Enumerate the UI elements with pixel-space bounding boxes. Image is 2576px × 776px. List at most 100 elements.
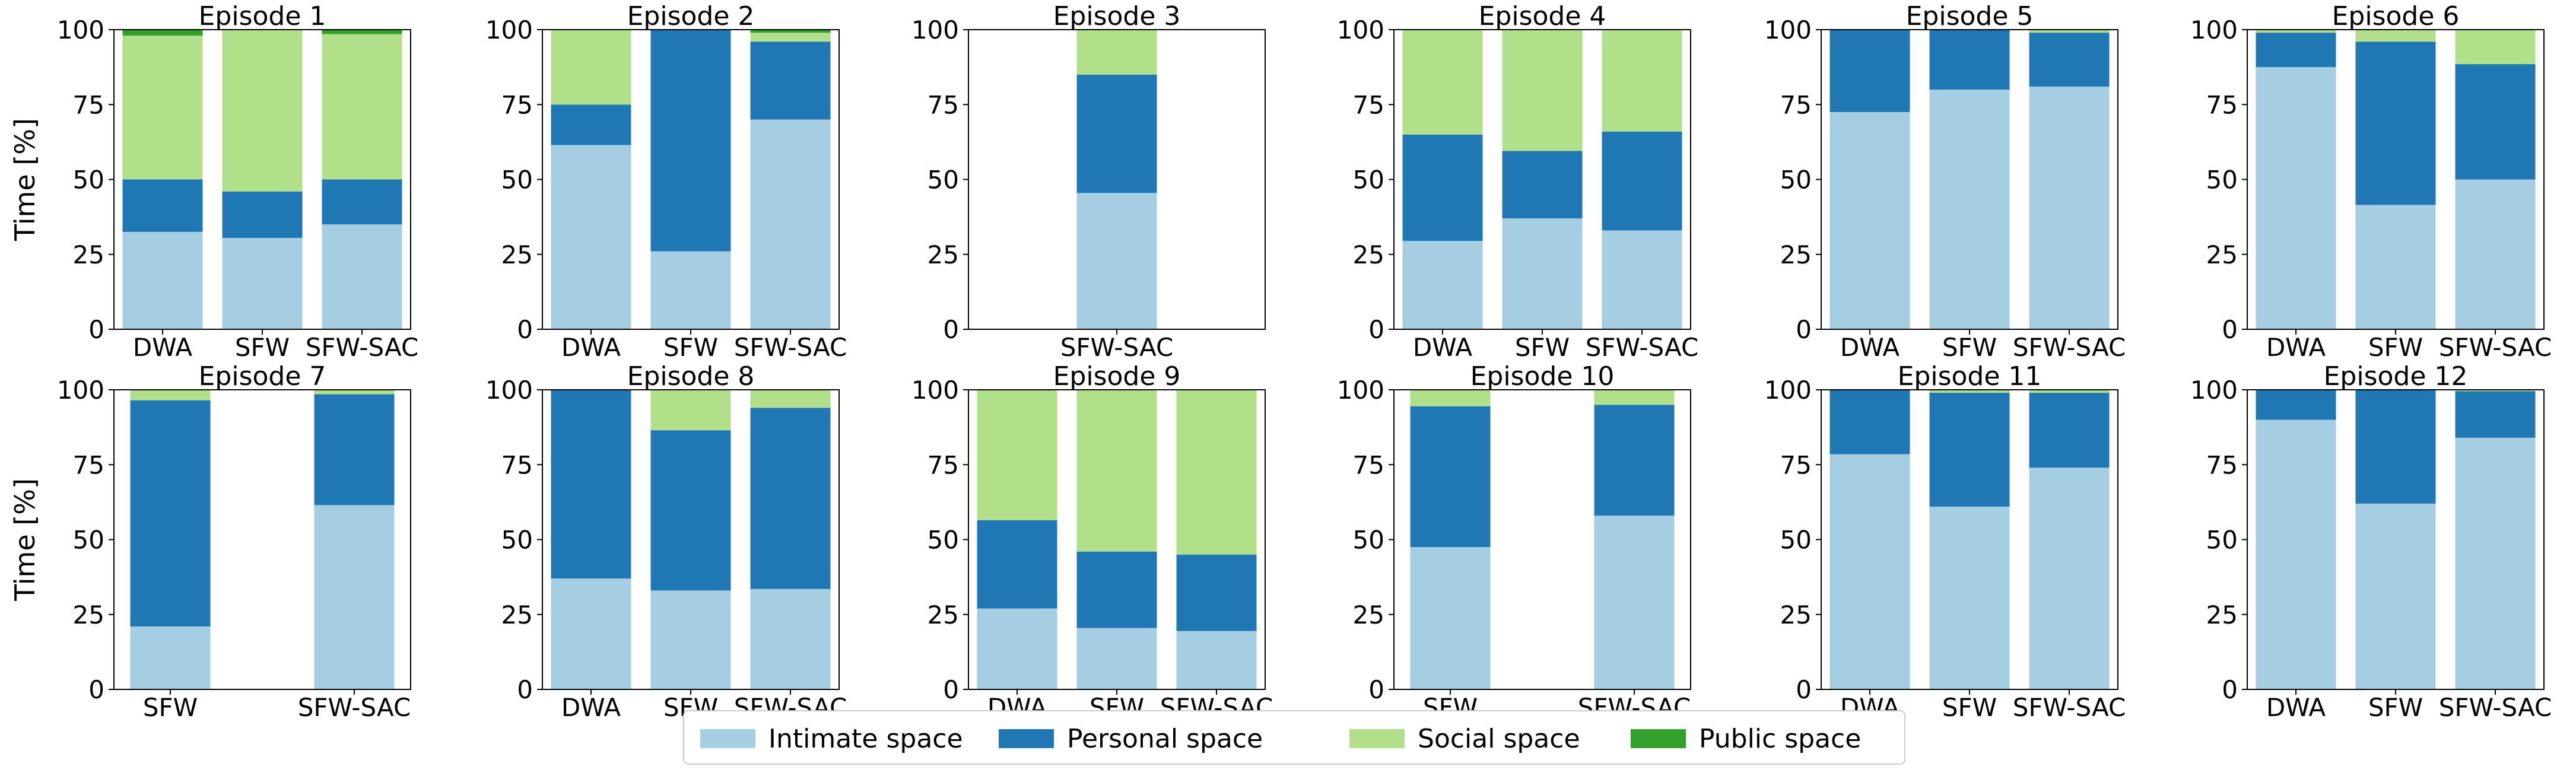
episode-11-axes-frame <box>1821 389 2118 690</box>
episode-6-xtick-label: DWA <box>2266 333 2326 362</box>
episode-2-xtick-label: SFW <box>663 333 718 362</box>
episode-2-ytick-label: 50 <box>501 166 533 195</box>
episode-11-ytick-label: 50 <box>1780 526 1812 555</box>
legend-label-personal-space: Personal space <box>1067 724 1263 754</box>
episode-3-ytick-label: 25 <box>928 240 959 269</box>
episode-8-bar-sfw-sac-personal-space <box>750 408 831 589</box>
episode-1-axes-frame <box>113 29 411 330</box>
episode-1-bar-sfw-sac-intimate-space <box>322 224 402 329</box>
episode-12-bar-sfw-sac-personal-space <box>2455 391 2536 438</box>
episode-12-ytick-label: 50 <box>2206 526 2238 555</box>
legend-swatch-public-space <box>1631 729 1686 748</box>
episode-6-bar-sfw-social-space <box>2355 30 2436 42</box>
episode-12-bar-sfw-personal-space <box>2355 390 2436 504</box>
episode-8-bar-sfw-intimate-space <box>650 590 731 689</box>
episode-2-bar-dwa-intimate-space <box>551 145 631 330</box>
episode-6-ytick-label: 50 <box>2206 166 2238 195</box>
episode-2-ytick-label: 25 <box>501 240 533 269</box>
episode-9-bar-dwa-intimate-space <box>977 608 1057 689</box>
episode-7-ytick-label: 100 <box>57 376 104 405</box>
episode-9-bar-sfw-social-space <box>1076 390 1157 552</box>
legend-label-public-space: Public space <box>1699 724 1861 754</box>
episode-8-ytick-label: 100 <box>485 376 533 405</box>
episode-11-xtick-label: SFW-SAC <box>2013 693 2126 722</box>
episode-6-panel: Episode 6 DWA SFW SFW-SAC 0 25 50 75 100 <box>2190 1 2552 362</box>
episode-4-xtick-label: SFW-SAC <box>1586 333 1699 362</box>
episode-9-ytick-label: 25 <box>928 600 959 629</box>
episode-6-bar-dwa-personal-space <box>2256 33 2336 68</box>
legend-swatch-intimate-space <box>700 729 755 748</box>
episode-1-bar-dwa-social-space <box>122 36 203 180</box>
episode-2-xtick-label: DWA <box>561 333 621 362</box>
episode-12-ytick-label: 75 <box>2206 450 2238 479</box>
episode-8-bar-sfw-sac-social-space <box>750 390 831 408</box>
episode-2-bar-dwa-personal-space <box>551 104 631 145</box>
episode-11-bar-sfw-sac-personal-space <box>2029 393 2110 468</box>
episode-4-bar-sfw-social-space <box>1502 30 1583 151</box>
episode-11-bar-sfw-social-space <box>1929 390 2010 393</box>
episode-5-ytick-label: 0 <box>1796 315 1812 344</box>
episode-5-xtick-label: SFW <box>1942 333 1997 362</box>
episode-1-ytick-label: 50 <box>73 166 104 195</box>
episode-3-panel: Episode 3 SFW-SAC 0 25 50 75 100 <box>911 1 1266 362</box>
legend-label-intimate-space: Intimate space <box>768 724 963 754</box>
episode-4-ytick-label: 50 <box>1353 166 1384 195</box>
episode-5-ytick-label: 100 <box>1764 15 1812 44</box>
episode-8-ytick-label: 50 <box>501 526 533 555</box>
episode-7-bar-sfw-intimate-space <box>130 626 211 689</box>
episode-1-xtick-label: DWA <box>133 333 193 362</box>
episode-1-title: Episode 1 <box>199 1 326 31</box>
legend-label-social-space: Social space <box>1418 724 1580 754</box>
episode-5-ytick-label: 25 <box>1780 240 1812 269</box>
episode-7-ytick-label: 50 <box>73 526 104 555</box>
episode-4-ytick-label: 75 <box>1353 90 1384 119</box>
episode-9-bar-sfw-sac-social-space <box>1176 390 1257 555</box>
episode-11-bar-sfw-intimate-space <box>1929 506 2010 689</box>
episode-9-bar-dwa-personal-space <box>977 520 1057 609</box>
episode-1-ytick-label: 75 <box>73 90 104 119</box>
episode-8-bar-sfw-personal-space <box>650 430 731 591</box>
episode-2-ytick-label: 75 <box>501 90 533 119</box>
episode-9-bar-sfw-personal-space <box>1076 551 1157 628</box>
episode-12-bar-dwa-intimate-space <box>2256 419 2336 689</box>
y-axis-label-row-1: Time [%] <box>9 118 41 241</box>
episode-7-axes-frame <box>113 389 411 690</box>
episode-11-bar-dwa-intimate-space <box>1829 454 1910 689</box>
episode-5-bar-sfw-sac-personal-space <box>2029 33 2110 87</box>
episode-9-bar-sfw-sac-intimate-space <box>1176 631 1257 689</box>
episode-1-bar-sfw-personal-space <box>222 191 303 238</box>
episode-12-xtick-label: SFW-SAC <box>2439 693 2552 722</box>
episode-12-title: Episode 12 <box>2324 361 2468 392</box>
episode-6-bar-sfw-sac-social-space <box>2455 30 2536 65</box>
episode-1-ytick-label: 100 <box>57 15 104 44</box>
episode-6-bar-dwa-intimate-space <box>2256 67 2336 329</box>
episode-3-bar-sfw-sac-personal-space <box>1076 74 1157 193</box>
episode-4-bar-sfw-personal-space <box>1502 151 1583 219</box>
episode-4-xtick-label: DWA <box>1413 333 1473 362</box>
episode-4-xtick-label: SFW <box>1515 333 1570 362</box>
episode-3-ytick-label: 100 <box>911 15 959 44</box>
episode-5-xtick-label: SFW-SAC <box>2013 333 2126 362</box>
episode-8-bar-dwa-intimate-space <box>551 578 631 689</box>
episode-8-ytick-label: 25 <box>501 600 533 629</box>
episode-6-bar-sfw-intimate-space <box>2355 205 2436 329</box>
episode-1-bar-dwa-personal-space <box>122 179 203 232</box>
episode-10-ytick-label: 25 <box>1353 600 1384 629</box>
legend-swatch-social-space <box>1349 729 1405 748</box>
episode-10-title: Episode 10 <box>1470 361 1615 392</box>
episode-5-bar-sfw-sac-intimate-space <box>2029 86 2110 329</box>
episode-4-bar-dwa-personal-space <box>1402 134 1483 241</box>
episode-4-panel: Episode 4 DWA SFW SFW-SAC 0 25 50 75 100 <box>1337 1 1698 362</box>
episode-9-axes-frame <box>968 389 1266 690</box>
episode-3-axes-frame <box>968 29 1266 330</box>
episode-8-xtick-label: DWA <box>561 693 621 722</box>
episode-12-xtick-label: DWA <box>2266 693 2326 722</box>
episode-7-bar-sfw-social-space <box>130 390 211 400</box>
episode-1-bar-sfw-sac-social-space <box>322 34 402 180</box>
episode-11-bar-sfw-sac-intimate-space <box>2029 467 2110 689</box>
episode-10-bar-sfw-sac-personal-space <box>1594 405 1675 516</box>
